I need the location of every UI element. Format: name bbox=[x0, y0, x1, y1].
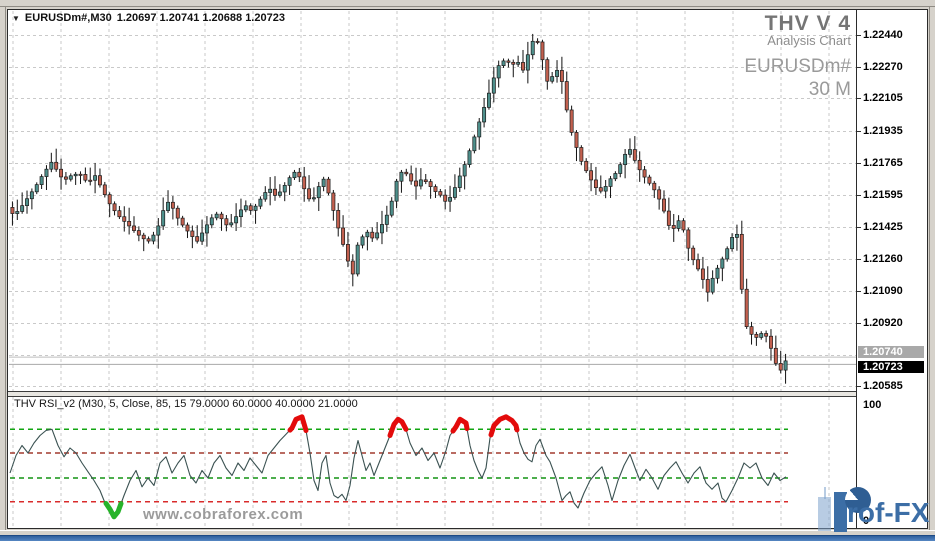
main-chart-plot[interactable] bbox=[8, 10, 856, 391]
cobraforex-watermark: www.cobraforex.com bbox=[143, 506, 304, 523]
rsi-indicator-pane[interactable] bbox=[8, 397, 856, 528]
logo-candle-icon bbox=[818, 497, 831, 531]
logo-text: rof-FX bbox=[847, 497, 930, 528]
price-axis-label: 1.20585 bbox=[863, 380, 903, 393]
chart-dropdown-icon[interactable]: ▼ bbox=[12, 13, 20, 23]
ask-price-tag: 1.20740 bbox=[858, 346, 924, 359]
price-axis-label: 1.21090 bbox=[863, 284, 903, 297]
price-axis-tick bbox=[857, 195, 861, 197]
price-axis-label: 1.21425 bbox=[863, 221, 903, 234]
price-axis-label: 1.22270 bbox=[863, 61, 903, 74]
price-axis-tick bbox=[857, 162, 861, 164]
taskbar-edge bbox=[0, 535, 935, 541]
price-axis-tick bbox=[857, 98, 861, 100]
bid-price-tag: 1.20723 bbox=[858, 361, 924, 374]
rsi-scale-min: 0 bbox=[863, 515, 870, 527]
chart-ohlc-values: 1.20697 1.20741 1.20688 1.20723 bbox=[116, 12, 285, 24]
price-axis-tick bbox=[857, 35, 861, 36]
window-frame-right bbox=[929, 6, 930, 530]
watermark-analysis-chart: Analysis Chart bbox=[767, 33, 851, 48]
proffx-logo: rof-FX bbox=[812, 485, 935, 535]
price-axis-label: 1.22440 bbox=[863, 29, 903, 41]
window-frame-bottom bbox=[0, 530, 935, 536]
window-frame-left bbox=[5, 6, 6, 530]
price-axis-tick bbox=[857, 290, 861, 292]
price-axis-label: 1.21595 bbox=[863, 189, 903, 202]
price-axis-tick bbox=[857, 130, 861, 132]
watermark-symbol: EURUSDm# bbox=[744, 56, 851, 77]
chart-symbol-period: EURUSDm#,M30 bbox=[24, 12, 112, 24]
rsi-scale-max: 100 bbox=[863, 399, 882, 411]
price-axis-label: 1.20920 bbox=[863, 316, 903, 329]
window-frame-top bbox=[0, 6, 935, 7]
price-axis-tick bbox=[857, 322, 861, 324]
price-axis-tick bbox=[857, 227, 861, 229]
price-axis-tick bbox=[857, 386, 861, 388]
price-axis-label: 1.21935 bbox=[863, 124, 903, 137]
price-axis-label: 1.21765 bbox=[863, 156, 903, 169]
chart-title-bar: ▼ EURUSDm#,M30 1.20697 1.20741 1.20688 1… bbox=[12, 11, 285, 25]
price-axis-label: 1.22105 bbox=[863, 92, 903, 105]
logo-pie-icon bbox=[845, 487, 871, 513]
logo-candle-wick-icon bbox=[824, 487, 826, 499]
price-scale[interactable]: 1.20740 1.20723 100 0 1.22440 1.22270 1.22… bbox=[857, 10, 927, 528]
price-axis-label: 1.21260 bbox=[863, 252, 903, 265]
price-axis-tick bbox=[857, 258, 861, 260]
indicator-parameters-label: THV RSI_v2 (M30, 5, Close, 85, 15 79.000… bbox=[14, 398, 358, 410]
watermark-timeframe: 30 M bbox=[808, 79, 851, 100]
logo-p-bar-icon bbox=[834, 492, 847, 532]
price-scale-divider bbox=[856, 10, 857, 528]
pane-separator[interactable] bbox=[8, 391, 856, 397]
watermark-thv: THV V 4 bbox=[764, 12, 851, 35]
price-axis-tick bbox=[857, 67, 861, 69]
